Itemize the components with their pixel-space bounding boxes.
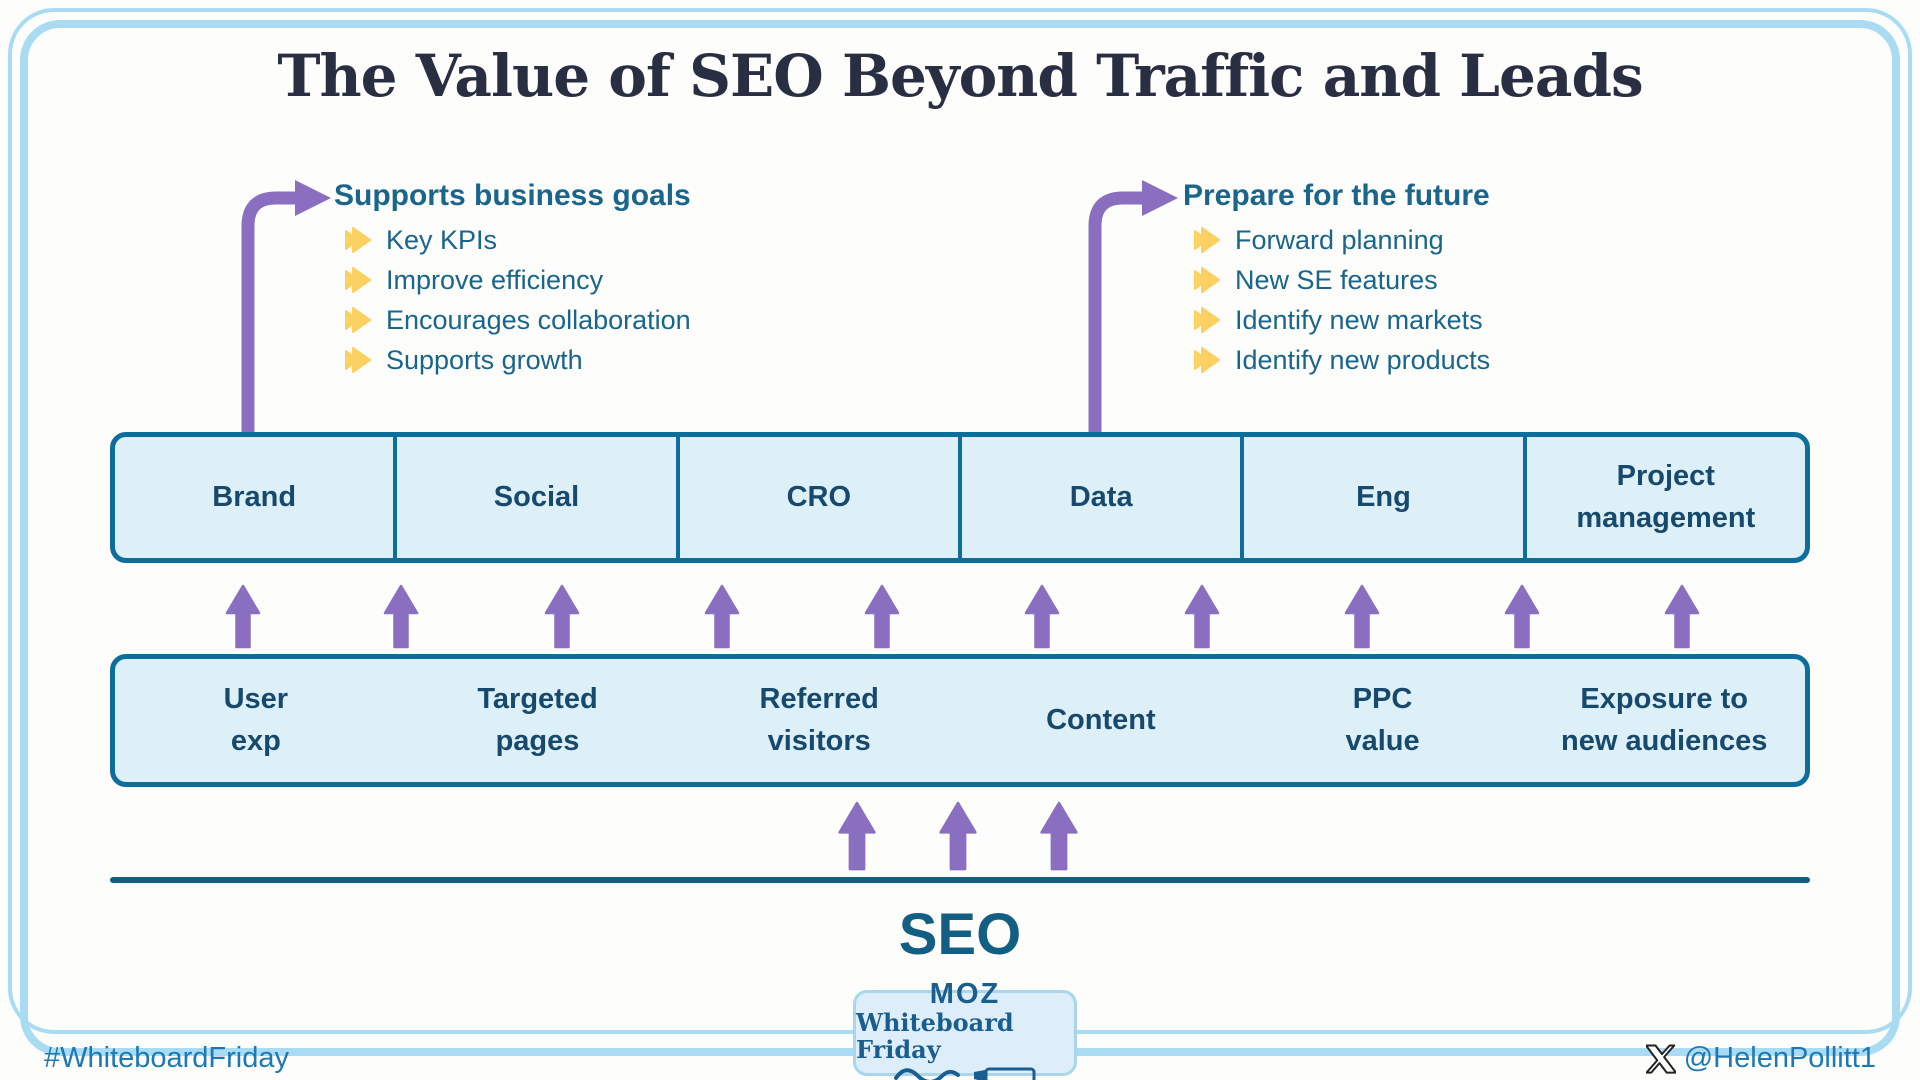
bullet-label: Improve efficiency xyxy=(386,264,604,295)
callout-bullet-list: Forward planning New SE features Identif… xyxy=(1183,220,1490,380)
box-label: CRO xyxy=(786,480,852,513)
bullet-item: Identify new products xyxy=(1183,340,1490,380)
box-label: Social xyxy=(493,480,580,513)
bottom-box-row: User exp Targeted pages Referred visitor… xyxy=(110,654,1810,787)
bullet-item: Identify new markets xyxy=(1183,300,1490,340)
box-label: Exposure to new audiences xyxy=(1561,683,1768,757)
top-box-row: Brand Social CRO Data Eng Project manage… xyxy=(110,432,1810,563)
chevron-bullet-icon xyxy=(344,226,372,254)
top-box-social: Social xyxy=(393,437,675,558)
bullet-label: Forward planning xyxy=(1235,224,1444,255)
box-label: Targeted pages xyxy=(477,683,598,757)
chevron-bullet-icon xyxy=(1193,226,1221,254)
callout-bullet-list: Key KPIs Improve efficiency Encourages c… xyxy=(334,220,691,380)
bullet-label: New SE features xyxy=(1235,264,1438,295)
box-label: Referred visitors xyxy=(759,683,879,757)
bullet-item: New SE features xyxy=(1183,260,1490,300)
bullet-item: Key KPIs xyxy=(334,220,691,260)
box-label: Project management xyxy=(1576,460,1756,534)
bottom-item-ppc-value: PPC value xyxy=(1242,659,1524,782)
top-box-data: Data xyxy=(957,437,1240,558)
top-box-eng: Eng xyxy=(1240,437,1522,558)
bullet-item: Encourages collaboration xyxy=(334,300,691,340)
bullet-item: Improve efficiency xyxy=(334,260,691,300)
bullet-label: Identify new products xyxy=(1235,344,1491,375)
moz-whiteboard-friday-badge: MOZ Whiteboard Friday xyxy=(853,980,1077,1080)
chevron-bullet-icon xyxy=(1193,266,1221,294)
x-logo-icon xyxy=(1645,1044,1676,1074)
bullet-item: Supports growth xyxy=(334,340,691,380)
box-label: Data xyxy=(1069,480,1133,513)
chevron-bullet-icon xyxy=(344,306,372,334)
page-title: The Value of SEO Beyond Traffic and Lead… xyxy=(277,42,1643,110)
author-handle: @HelenPollitt1 xyxy=(1645,1042,1876,1075)
chevron-bullet-icon xyxy=(344,346,372,374)
bullet-item: Forward planning xyxy=(1183,220,1490,260)
callout-heading: Supports business goals xyxy=(334,179,691,212)
chevron-bullet-icon xyxy=(1193,346,1221,374)
whiteboard-friday-label: Whiteboard Friday xyxy=(856,1008,1014,1064)
top-box-project-management: Project management xyxy=(1522,437,1805,558)
marker-pen-icon xyxy=(890,1064,1040,1080)
hashtag-label: #WhiteboardFriday xyxy=(44,1042,289,1074)
callout-heading: Prepare for the future xyxy=(1183,179,1490,212)
box-label: Brand xyxy=(212,480,297,513)
chevron-bullet-icon xyxy=(344,266,372,294)
bullet-label: Identify new markets xyxy=(1235,304,1483,335)
bottom-item-exposure-new-audiences: Exposure to new audiences xyxy=(1523,659,1805,782)
box-label: User exp xyxy=(223,683,289,757)
box-label: Content xyxy=(1046,703,1156,736)
box-label: Eng xyxy=(1356,480,1411,513)
seo-base-line xyxy=(110,877,1810,883)
top-box-brand: Brand xyxy=(115,437,393,558)
bullet-label: Encourages collaboration xyxy=(386,304,691,335)
chevron-bullet-icon xyxy=(1193,306,1221,334)
seo-label: SEO xyxy=(898,902,1022,967)
bullet-label: Key KPIs xyxy=(386,224,498,255)
bottom-item-targeted-pages: Targeted pages xyxy=(397,659,679,782)
bullet-label: Supports growth xyxy=(386,344,583,375)
moz-logo: MOZ xyxy=(929,978,1001,1011)
handle-text: @HelenPollitt1 xyxy=(1683,1042,1876,1074)
callout-supports-business-goals: Supports business goals Key KPIs Improve… xyxy=(334,176,691,380)
bottom-item-referred-visitors: Referred visitors xyxy=(678,659,960,782)
box-label: PPC value xyxy=(1345,683,1420,757)
bottom-item-content: Content xyxy=(960,659,1242,782)
callout-prepare-for-the-future: Prepare for the future Forward planning … xyxy=(1183,176,1490,380)
bottom-item-user-exp: User exp xyxy=(115,659,397,782)
top-box-cro: CRO xyxy=(675,437,958,558)
